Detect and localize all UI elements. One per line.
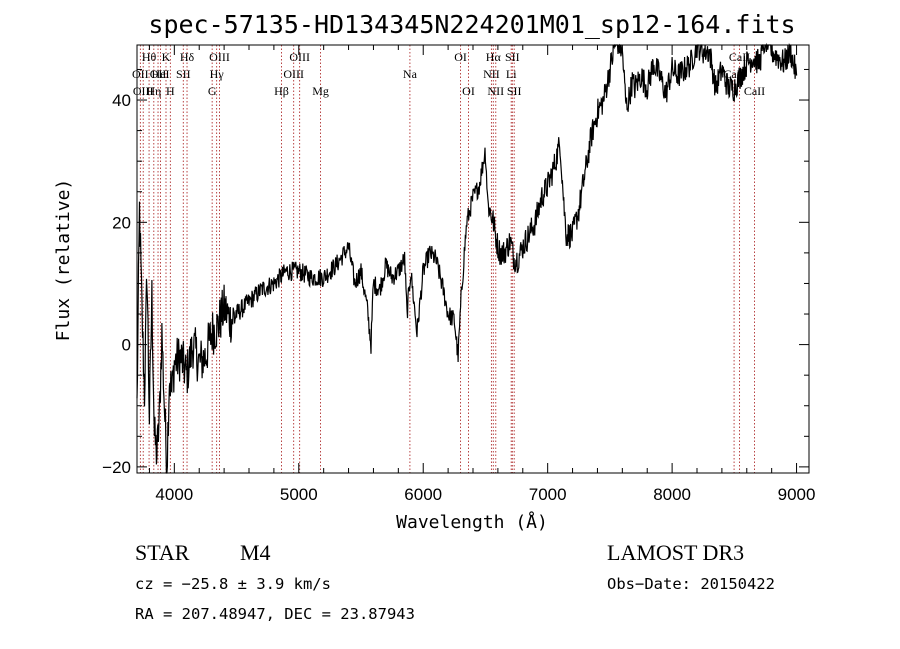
spectral-line-label: Hη xyxy=(146,84,161,98)
x-tick-label: 5000 xyxy=(280,485,318,504)
spectral-line-label: CaII xyxy=(744,84,765,98)
spectral-line-label: Na xyxy=(403,67,418,81)
spectral-line-label: Hδ xyxy=(180,50,195,64)
axis-ticks xyxy=(137,45,809,473)
spectral-line-label: OI xyxy=(454,50,467,64)
spectral-line-label: SII xyxy=(507,84,522,98)
spectral-line-label: H xyxy=(166,84,175,98)
x-tick-label: 6000 xyxy=(404,485,442,504)
x-tick-label: 8000 xyxy=(653,485,691,504)
spectrum-series-line xyxy=(136,42,798,474)
spectral-line-label: SII xyxy=(176,67,191,81)
y-tick-label: −20 xyxy=(102,458,131,477)
cz-value: cz = −25.8 ± 3.9 km/s xyxy=(135,575,331,593)
x-tick-labels: 4000 5000 6000 7000 8000 9000 xyxy=(155,485,815,504)
y-tick-label: 40 xyxy=(112,91,131,110)
spectral-line-label: OII xyxy=(132,67,149,81)
object-class: STAR xyxy=(135,540,190,565)
y-tick-label: 0 xyxy=(122,336,131,355)
object-subclass: M4 xyxy=(240,540,271,565)
x-tick-label: 9000 xyxy=(778,485,816,504)
spectral-line-label: Li xyxy=(506,67,517,81)
survey-name: LAMOST DR3 xyxy=(607,540,744,565)
spectral-line-label: OIII xyxy=(209,50,230,64)
spectral-line-label: Hθ xyxy=(142,50,157,64)
spectral-line-label: OIII xyxy=(133,84,154,98)
x-tick-label: 4000 xyxy=(155,485,193,504)
spectral-line-label: OIII xyxy=(289,50,310,64)
chart-title: spec-57135-HD134345N224201M01_sp12-164.f… xyxy=(148,10,795,39)
spectral-line-label: OI xyxy=(462,84,475,98)
spectral-lines-layer xyxy=(139,45,755,473)
spectral-line-label: Hα xyxy=(486,50,502,64)
plot-frame xyxy=(136,44,810,474)
spectral-line-label: NII xyxy=(483,67,500,81)
obs-date: Obs−Date: 20150422 xyxy=(607,575,775,593)
y-axis-label: Flux (relative) xyxy=(53,179,74,342)
spectral-line-label: HeI xyxy=(152,67,170,81)
x-axis-label: Wavelength (Å) xyxy=(396,511,548,533)
spectral-line-label: NII xyxy=(487,84,504,98)
spectral-line-label: Mg xyxy=(312,84,329,98)
spectral-line-label: Hβ xyxy=(274,84,289,98)
spectral-line-label: OII xyxy=(150,67,167,81)
spectral-line-label: G xyxy=(208,84,217,98)
spectral-line-label: OIII xyxy=(283,67,304,81)
spectral-line-label: Hγ xyxy=(210,67,225,81)
x-tick-label: 7000 xyxy=(529,485,567,504)
spectral-line-label: SII xyxy=(505,50,520,64)
ra-dec: RA = 207.48947, DEC = 23.87943 xyxy=(135,605,415,623)
spectral-line-labels: OIIOIIIHθHηOIIHeIKHSIIHδGHγOIIIHβOIIIOII… xyxy=(132,50,765,98)
spectral-line-label: K xyxy=(162,50,171,64)
y-tick-label: 20 xyxy=(112,213,131,232)
y-tick-labels: −20 0 20 40 xyxy=(102,91,131,477)
